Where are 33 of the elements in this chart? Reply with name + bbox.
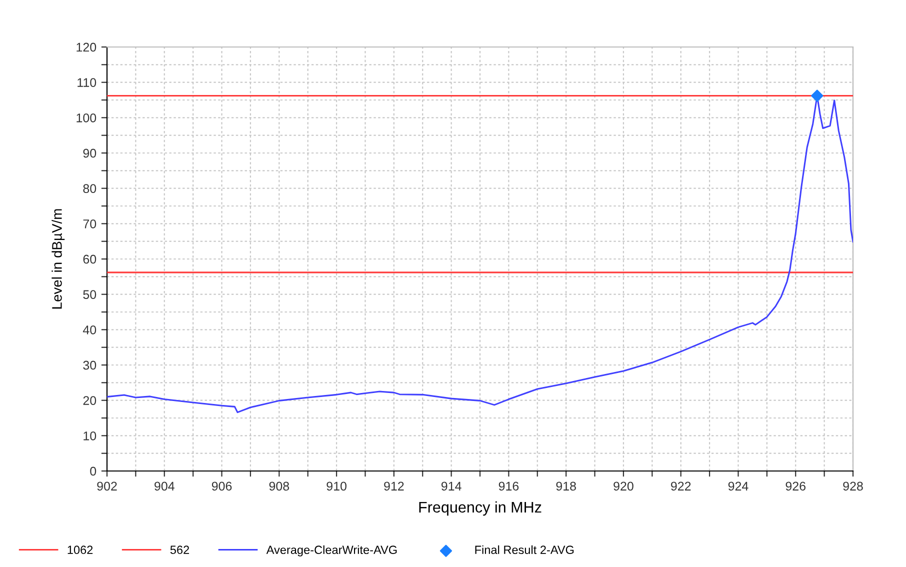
y-tick-label: 10 [84, 431, 96, 440]
y-axis-title: Level in dBµV/m [52, 209, 65, 309]
x-tick-label: 908 [269, 482, 290, 491]
y-tick-label: 40 [82, 325, 96, 334]
x-tick-label: 914 [441, 482, 462, 491]
x-tick-label: 918 [556, 482, 576, 491]
x-axis-title: Frequency in MHz [419, 501, 542, 516]
x-tick-label: 904 [154, 482, 174, 491]
x-tick-label: 922 [671, 482, 691, 491]
y-tick-label: 20 [83, 396, 96, 405]
y-tick-label: 120 [76, 42, 96, 52]
y-tick-label: 0 [90, 466, 96, 476]
x-tick-label: 902 [97, 482, 117, 491]
y-tick-label: 80 [83, 184, 96, 193]
y-tick-label: 60 [83, 254, 96, 264]
x-tick-label: 916 [498, 482, 519, 491]
y-tick-label: 100 [76, 113, 96, 122]
x-tick-label: 928 [843, 482, 863, 491]
y-tick-label: 70 [83, 219, 96, 228]
legend-label: 1062 [68, 546, 93, 554]
legend-label: Average-ClearWrite-AVG [266, 545, 397, 556]
y-tick-label: 90 [83, 148, 96, 158]
x-tick-label: 926 [786, 482, 806, 491]
x-tick-label: 906 [212, 482, 232, 491]
x-tick-label: 920 [614, 482, 634, 491]
y-tick-label: 50 [83, 290, 96, 299]
x-tick-label: 910 [326, 482, 346, 491]
y-tick-label: 110 [78, 78, 96, 87]
y-tick-label: 30 [83, 360, 96, 370]
x-tick-label: 912 [384, 482, 404, 491]
legend-label: Final Result 2-AVG [475, 545, 574, 554]
x-tick-label: 924 [728, 482, 748, 491]
legend-label: 562 [170, 546, 190, 554]
